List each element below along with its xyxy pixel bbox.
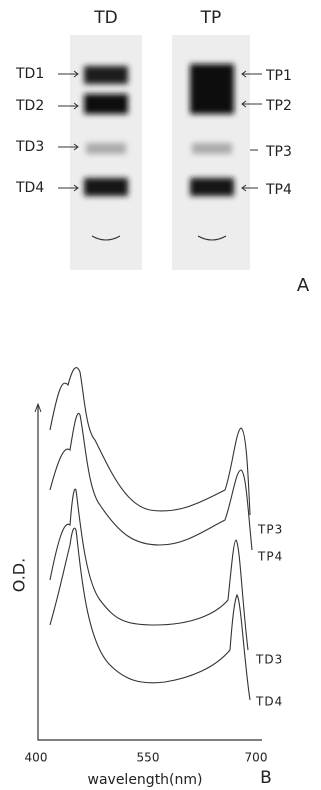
curve-label: TD3 xyxy=(255,653,283,667)
x-tick-label: 700 xyxy=(245,751,268,765)
band-label: TP2 xyxy=(265,98,292,114)
figure: TD TP TD1 TD2 TD3 TD4 TP1 TP2 TP3 TP4 A … xyxy=(0,0,321,790)
spectrum-curve xyxy=(50,413,252,550)
lane-label: TD xyxy=(93,8,117,28)
band xyxy=(190,64,234,114)
curve-label: TD4 xyxy=(255,695,283,709)
x-tick-label: 400 xyxy=(25,751,48,765)
spectrum-curve xyxy=(50,489,248,650)
lane-label: TP xyxy=(200,8,222,28)
band-label: TD1 xyxy=(15,66,44,82)
curve-label: TP4 xyxy=(257,550,283,564)
band xyxy=(86,143,126,154)
band-label: TP4 xyxy=(265,182,292,198)
band-label: TD2 xyxy=(15,98,44,114)
band xyxy=(84,178,128,196)
band xyxy=(190,178,234,196)
x-tick-label: 550 xyxy=(137,751,160,765)
spectrum-curve xyxy=(50,368,250,515)
spectrum-curve xyxy=(50,528,250,700)
y-axis-label: O.D. xyxy=(10,558,29,592)
band xyxy=(192,143,232,154)
x-axis-label: wavelength(nm) xyxy=(88,772,203,788)
band-label: TD4 xyxy=(15,180,44,196)
band xyxy=(84,94,128,114)
curve-label: TP3 xyxy=(257,523,283,537)
panel-label: B xyxy=(260,768,272,788)
band-label: TP3 xyxy=(265,144,292,160)
band-label: TP1 xyxy=(265,68,292,84)
band xyxy=(84,66,128,84)
band-label: TD3 xyxy=(15,139,44,155)
panel-label: A xyxy=(297,275,310,296)
axes xyxy=(38,405,262,740)
